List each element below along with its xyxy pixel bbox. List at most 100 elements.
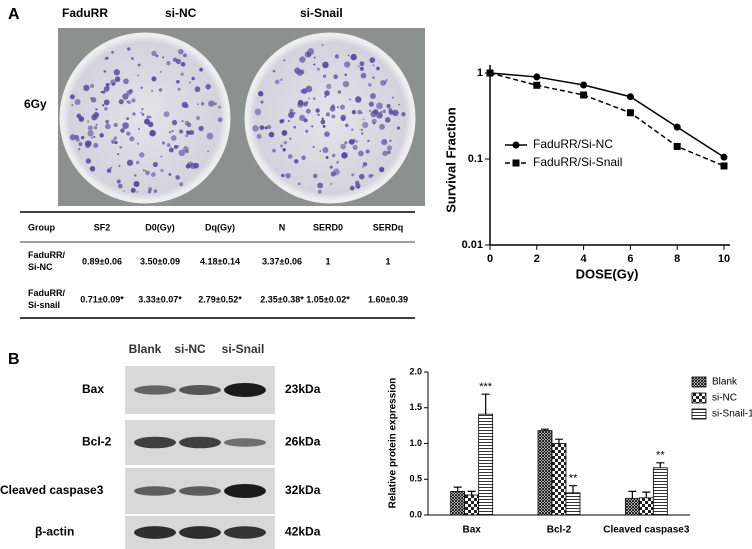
bar: [652, 467, 668, 516]
y-tick-label: 1.5: [409, 402, 422, 412]
x-tick-label: 2: [534, 253, 540, 265]
colony: [122, 93, 129, 100]
colony: [102, 90, 106, 94]
x-tick-label: 10: [718, 253, 730, 265]
colony: [281, 130, 288, 136]
table-cell: 4.18±0.14: [200, 256, 240, 266]
colony: [148, 187, 153, 192]
colony: [254, 108, 262, 116]
colony: [361, 165, 364, 168]
colony: [317, 182, 324, 189]
colony: [145, 170, 150, 176]
colony: [95, 123, 98, 126]
band: [134, 385, 176, 395]
band: [224, 383, 266, 397]
colony: [372, 76, 375, 79]
colony: [313, 63, 316, 66]
colony: [322, 146, 329, 153]
table-cell: FaduRR/Si-NC: [28, 250, 65, 272]
y-axis-label: Survival Fraction: [443, 107, 458, 213]
band: [179, 486, 221, 496]
cell-line: FaduRR/: [28, 288, 65, 298]
table-cell: 3.37±0.06: [262, 256, 302, 266]
colony: [102, 104, 105, 107]
bar: [565, 492, 581, 516]
colony: [179, 182, 184, 187]
colony: [289, 108, 294, 113]
colony: [401, 112, 406, 117]
colony: [324, 131, 330, 137]
colony: [110, 79, 117, 86]
colony: [370, 110, 377, 118]
colony: [178, 129, 184, 134]
colony: [322, 61, 329, 69]
colony: [329, 165, 333, 169]
colony: [166, 61, 171, 66]
colony: [151, 76, 157, 82]
colony: [151, 50, 157, 56]
colony: [259, 125, 265, 130]
colony: [175, 175, 180, 180]
colony: [130, 57, 134, 61]
colony: [371, 174, 374, 177]
colony: [372, 122, 376, 125]
colony: [146, 115, 150, 119]
colony: [320, 119, 326, 125]
colony: [123, 190, 125, 192]
colony: [218, 105, 222, 109]
table-cell: 3.50±0.09: [140, 256, 180, 266]
colony: [177, 87, 181, 91]
table-cell: 1.05±0.02*: [306, 294, 350, 304]
band: [134, 486, 176, 496]
legend-label: FaduRR/Si-NC: [533, 137, 613, 151]
table-header: Group: [28, 222, 55, 232]
band: [224, 526, 266, 539]
colony: [299, 69, 305, 75]
colony: [355, 140, 358, 143]
table-header: Dq(Gy): [205, 222, 235, 232]
colony: [268, 131, 275, 138]
colony: [126, 100, 129, 103]
colony: [359, 173, 365, 180]
band: [134, 526, 176, 539]
colony: [117, 183, 123, 189]
colony: [294, 159, 299, 164]
colony: [131, 98, 136, 103]
colony: [339, 104, 345, 110]
colony: [340, 143, 346, 150]
legend-label: si-NC: [712, 393, 737, 404]
colony: [105, 82, 110, 87]
table-header: N: [279, 222, 286, 232]
protein-label: Bax: [82, 382, 104, 396]
colony: [189, 81, 192, 84]
colony: [119, 145, 123, 149]
panel-label: A: [8, 6, 20, 23]
table-header: SF2: [94, 222, 111, 232]
colony: [132, 112, 136, 116]
colony: [116, 179, 121, 184]
colony: [90, 83, 95, 89]
colony: [87, 125, 93, 131]
colony: [359, 61, 365, 67]
colony: [181, 120, 184, 123]
table-header: SERDq: [373, 222, 404, 232]
colony-label: FaduRR: [62, 6, 108, 20]
lane-label: si-NC: [174, 342, 206, 356]
colony: [71, 104, 74, 107]
y-tick-label: 1.0: [409, 438, 422, 448]
colony: [370, 93, 376, 99]
dose-label: 6Gy: [24, 97, 47, 111]
table-cell: 2.35±0.38*: [260, 294, 304, 304]
colony: [196, 103, 199, 106]
colony: [83, 84, 90, 92]
colony: [344, 141, 348, 145]
colony: [348, 139, 355, 145]
colony: [113, 122, 118, 128]
colony: [304, 51, 311, 58]
error-bar: [481, 393, 490, 415]
colony: [217, 117, 223, 123]
colony: [136, 191, 139, 193]
colony: [163, 111, 170, 118]
colony: [107, 86, 110, 89]
